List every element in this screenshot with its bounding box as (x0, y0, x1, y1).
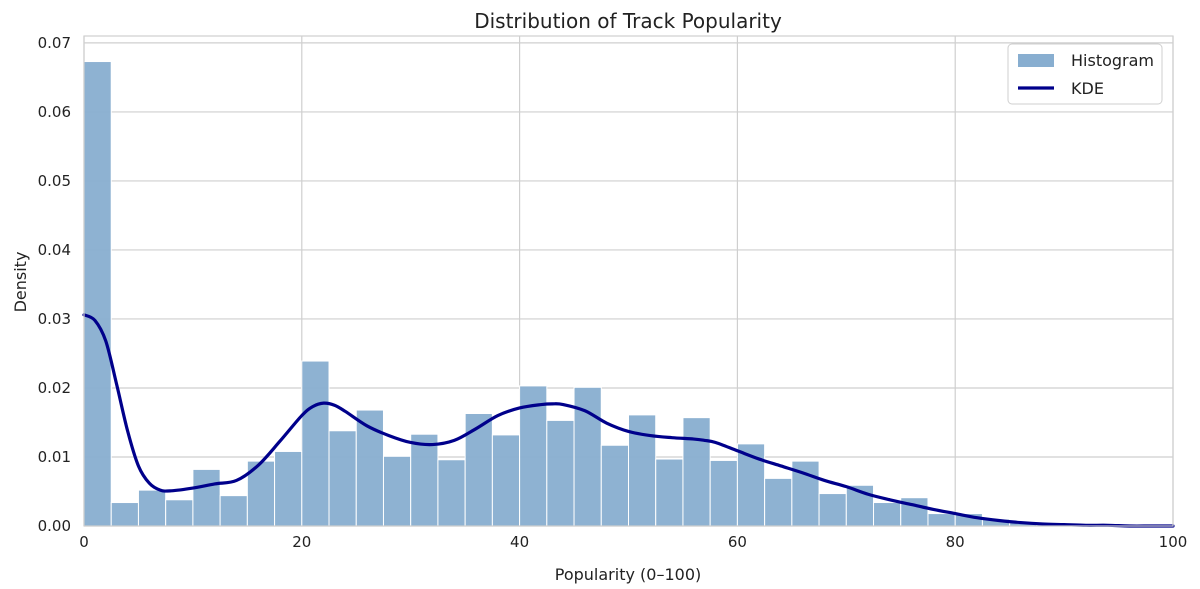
histogram-bar (873, 502, 902, 527)
x-tick-label: 20 (292, 533, 311, 551)
histogram-bars (83, 61, 1120, 527)
histogram-bar (382, 455, 412, 527)
y-tick-label: 0.03 (38, 310, 71, 328)
histogram-bar (274, 450, 303, 527)
legend-histogram-swatch (1018, 54, 1054, 67)
y-tick-label: 0.02 (38, 379, 71, 397)
y-tick-label: 0.04 (38, 241, 71, 259)
histogram-bar (927, 513, 956, 527)
histogram-bar (83, 61, 112, 527)
plot-frame (83, 35, 1174, 527)
histogram-bar (219, 495, 248, 527)
histogram-bar (192, 468, 221, 527)
histogram-bar (301, 360, 330, 527)
histogram-bar (110, 502, 139, 527)
histogram-bar (491, 434, 521, 527)
histogram-bar (600, 444, 630, 527)
y-tick-label: 0.00 (38, 517, 71, 535)
y-tick-label: 0.05 (38, 172, 71, 190)
x-tick-label: 40 (510, 533, 529, 551)
y-tick-labels: 0.00 0.01 0.02 0.03 0.04 0.05 0.06 0.07 (38, 34, 71, 535)
histogram-bar (764, 477, 793, 527)
y-tick-label: 0.06 (38, 103, 71, 121)
histogram-bar (818, 493, 847, 527)
histogram-bar (410, 433, 439, 527)
histogram-bar (682, 417, 711, 527)
histogram-bar (328, 430, 357, 527)
histogram-bar (900, 497, 929, 527)
legend: Histogram KDE (1007, 43, 1163, 105)
kde-line (82, 313, 1175, 528)
histogram-bar (165, 499, 194, 527)
legend-histogram-label: Histogram (1071, 51, 1154, 70)
histogram-bar (464, 413, 493, 527)
x-tick-labels: 0 20 40 60 80 100 (79, 533, 1187, 551)
x-axis-label: Popularity (0–100) (555, 565, 701, 584)
histogram-bar (655, 458, 684, 527)
histogram-bar (709, 459, 738, 527)
y-axis-label: Density (11, 252, 30, 313)
histogram-bar (546, 419, 575, 527)
legend-kde-label: KDE (1071, 79, 1104, 98)
x-tick-label: 0 (79, 533, 89, 551)
x-tick-label: 60 (728, 533, 747, 551)
y-tick-label: 0.01 (38, 448, 71, 466)
histogram-bar (519, 385, 548, 527)
histogram-bar (137, 489, 167, 527)
chart-title: Distribution of Track Popularity (474, 9, 782, 33)
x-tick-label: 80 (946, 533, 965, 551)
kde-line-group (82, 313, 1175, 528)
x-tick-label: 100 (1159, 533, 1188, 551)
y-tick-label: 0.07 (38, 34, 71, 52)
histogram-bar (437, 459, 466, 527)
